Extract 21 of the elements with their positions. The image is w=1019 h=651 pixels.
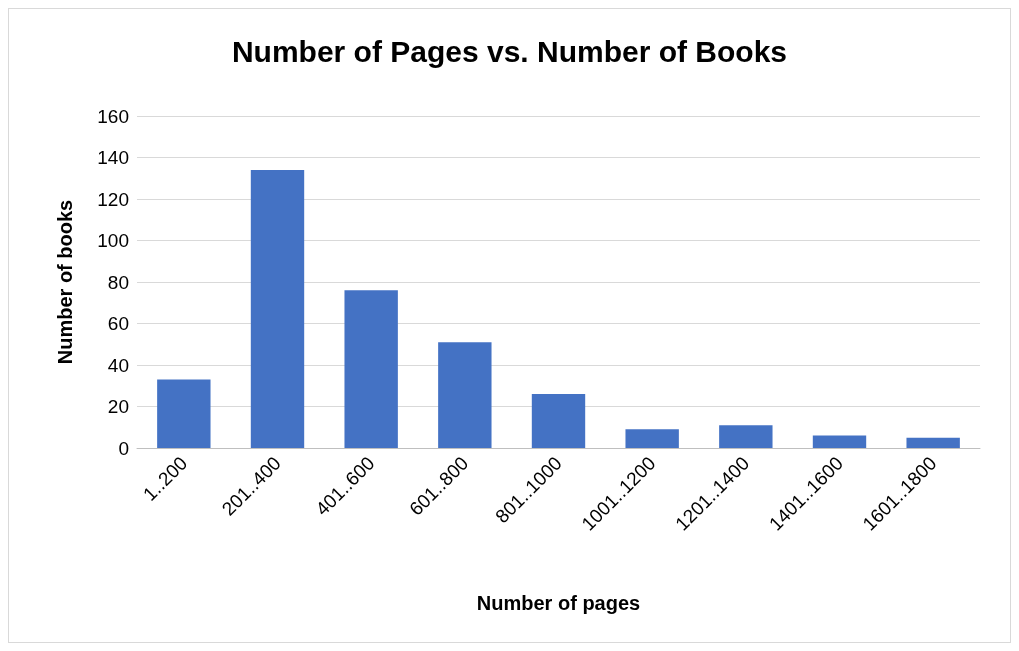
bar: [719, 425, 773, 448]
bar: [531, 394, 586, 448]
y-tick-label: 80: [107, 271, 129, 293]
x-axis-title: Number of pages: [476, 592, 641, 614]
y-tick-label: 20: [107, 396, 129, 417]
bar: [438, 342, 492, 448]
y-axis-title: Number of books: [54, 199, 76, 365]
y-tick-label: 0: [118, 437, 129, 459]
bar: [625, 429, 679, 448]
bar: [906, 437, 960, 448]
y-tick-label: 120: [97, 188, 129, 210]
y-tick-label: 100: [97, 230, 129, 251]
bar: [344, 290, 398, 448]
y-tick-label: 40: [107, 354, 129, 376]
bar: [812, 435, 867, 448]
y-tick-label: 160: [97, 105, 129, 127]
bar: [250, 169, 305, 448]
y-tick-label: 60: [107, 313, 129, 334]
y-tick-label: 140: [97, 147, 129, 168]
bar: [157, 379, 211, 448]
chart-title: Number of Pages vs. Number of Books: [231, 34, 788, 68]
